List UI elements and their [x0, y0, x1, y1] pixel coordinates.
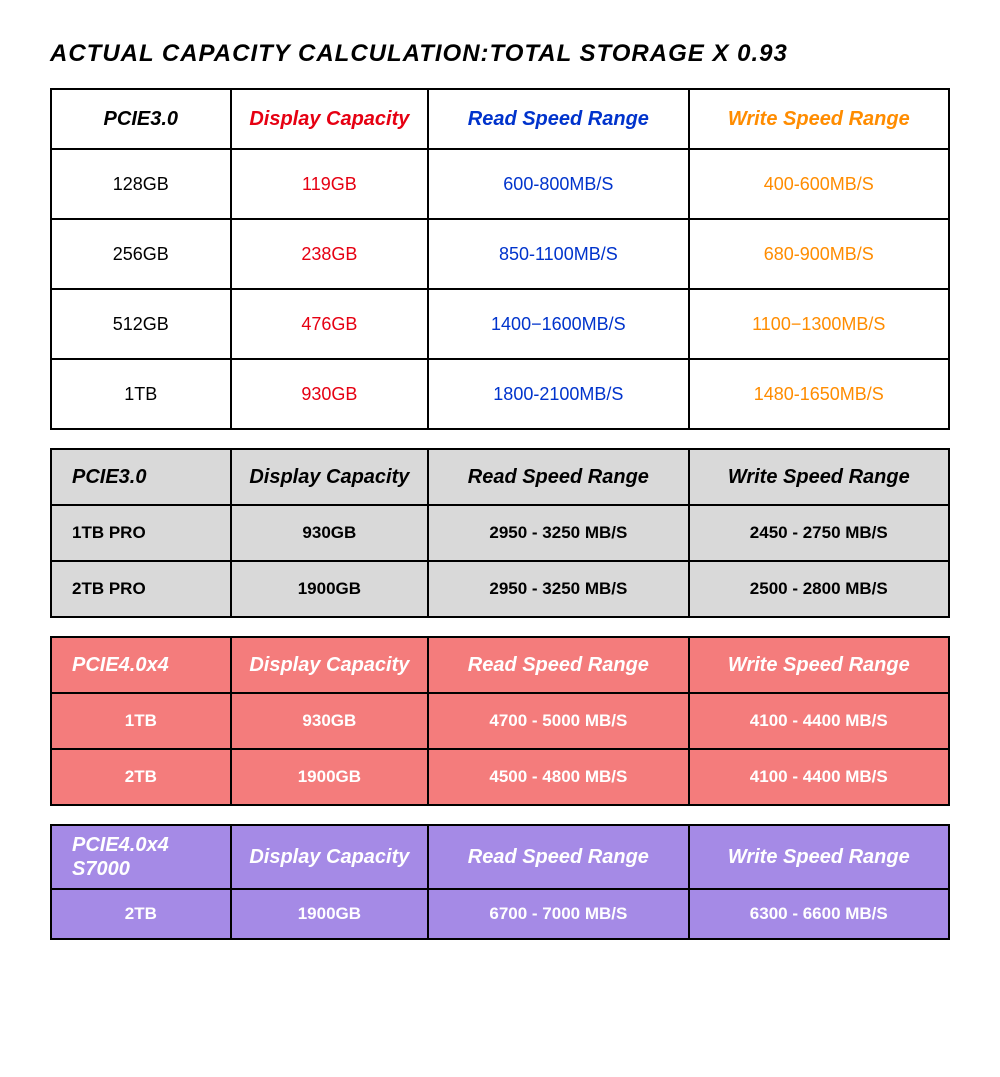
cell-read: 4700 - 5000 MB/S	[428, 693, 688, 749]
col-header-type: PCIE4.0x4S7000	[51, 825, 231, 889]
col-header-write: Write Speed Range	[689, 89, 949, 149]
table-pcie4: PCIE4.0x4 Display Capacity Read Speed Ra…	[50, 636, 950, 806]
col-header-read: Read Speed Range	[428, 825, 688, 889]
table-row: 512GB 476GB 1400−1600MB/S 1100−1300MB/S	[51, 289, 949, 359]
table-header-row: PCIE3.0 Display Capacity Read Speed Rang…	[51, 89, 949, 149]
cell-read: 850-1100MB/S	[428, 219, 688, 289]
cell-capacity: 1TB	[51, 359, 231, 429]
col-header-display: Display Capacity	[231, 89, 429, 149]
cell-write: 680-900MB/S	[689, 219, 949, 289]
cell-read: 600-800MB/S	[428, 149, 688, 219]
cell-display: 930GB	[231, 693, 429, 749]
cell-display: 119GB	[231, 149, 429, 219]
table-row: 2TB 1900GB 6700 - 7000 MB/S 6300 - 6600 …	[51, 889, 949, 939]
table-row: 1TB 930GB 4700 - 5000 MB/S 4100 - 4400 M…	[51, 693, 949, 749]
col-header-read: Read Speed Range	[428, 449, 688, 505]
table-row: 1TB PRO 930GB 2950 - 3250 MB/S 2450 - 27…	[51, 505, 949, 561]
col-header-display: Display Capacity	[231, 825, 429, 889]
col-header-type: PCIE3.0	[51, 89, 231, 149]
cell-display: 930GB	[231, 359, 429, 429]
page-title: ACTUAL CAPACITY CALCULATION:TOTAL STORAG…	[50, 40, 950, 68]
cell-display: 476GB	[231, 289, 429, 359]
cell-write: 1480-1650MB/S	[689, 359, 949, 429]
cell-capacity: 2TB PRO	[51, 561, 231, 617]
cell-write: 4100 - 4400 MB/S	[689, 693, 949, 749]
cell-capacity: 512GB	[51, 289, 231, 359]
cell-display: 238GB	[231, 219, 429, 289]
table-header-row: PCIE3.0 Display Capacity Read Speed Rang…	[51, 449, 949, 505]
cell-write: 1100−1300MB/S	[689, 289, 949, 359]
cell-write: 2500 - 2800 MB/S	[689, 561, 949, 617]
table-row: 128GB 119GB 600-800MB/S 400-600MB/S	[51, 149, 949, 219]
cell-capacity: 1TB PRO	[51, 505, 231, 561]
cell-read: 6700 - 7000 MB/S	[428, 889, 688, 939]
col-header-write: Write Speed Range	[689, 825, 949, 889]
cell-display: 930GB	[231, 505, 429, 561]
table-row: 1TB 930GB 1800-2100MB/S 1480-1650MB/S	[51, 359, 949, 429]
cell-read: 2950 - 3250 MB/S	[428, 505, 688, 561]
cell-read: 1800-2100MB/S	[428, 359, 688, 429]
col-header-read: Read Speed Range	[428, 637, 688, 693]
cell-display: 1900GB	[231, 889, 429, 939]
cell-capacity: 256GB	[51, 219, 231, 289]
table-pcie3-pro: PCIE3.0 Display Capacity Read Speed Rang…	[50, 448, 950, 618]
table-header-row: PCIE4.0x4 Display Capacity Read Speed Ra…	[51, 637, 949, 693]
col-header-display: Display Capacity	[231, 637, 429, 693]
col-header-type: PCIE3.0	[51, 449, 231, 505]
col-header-display: Display Capacity	[231, 449, 429, 505]
cell-capacity: 2TB	[51, 889, 231, 939]
col-header-read: Read Speed Range	[428, 89, 688, 149]
table-pcie3-basic: PCIE3.0 Display Capacity Read Speed Rang…	[50, 88, 950, 430]
table-row: 2TB 1900GB 4500 - 4800 MB/S 4100 - 4400 …	[51, 749, 949, 805]
col-header-write: Write Speed Range	[689, 637, 949, 693]
cell-capacity: 128GB	[51, 149, 231, 219]
cell-display: 1900GB	[231, 749, 429, 805]
cell-capacity: 2TB	[51, 749, 231, 805]
cell-read: 4500 - 4800 MB/S	[428, 749, 688, 805]
cell-read: 1400−1600MB/S	[428, 289, 688, 359]
cell-write: 400-600MB/S	[689, 149, 949, 219]
col-header-write: Write Speed Range	[689, 449, 949, 505]
table-header-row: PCIE4.0x4S7000 Display Capacity Read Spe…	[51, 825, 949, 889]
cell-capacity: 1TB	[51, 693, 231, 749]
table-pcie4-s7000: PCIE4.0x4S7000 Display Capacity Read Spe…	[50, 824, 950, 940]
cell-write: 4100 - 4400 MB/S	[689, 749, 949, 805]
cell-write: 6300 - 6600 MB/S	[689, 889, 949, 939]
cell-write: 2450 - 2750 MB/S	[689, 505, 949, 561]
cell-read: 2950 - 3250 MB/S	[428, 561, 688, 617]
table-row: 2TB PRO 1900GB 2950 - 3250 MB/S 2500 - 2…	[51, 561, 949, 617]
table-row: 256GB 238GB 850-1100MB/S 680-900MB/S	[51, 219, 949, 289]
cell-display: 1900GB	[231, 561, 429, 617]
col-header-type: PCIE4.0x4	[51, 637, 231, 693]
